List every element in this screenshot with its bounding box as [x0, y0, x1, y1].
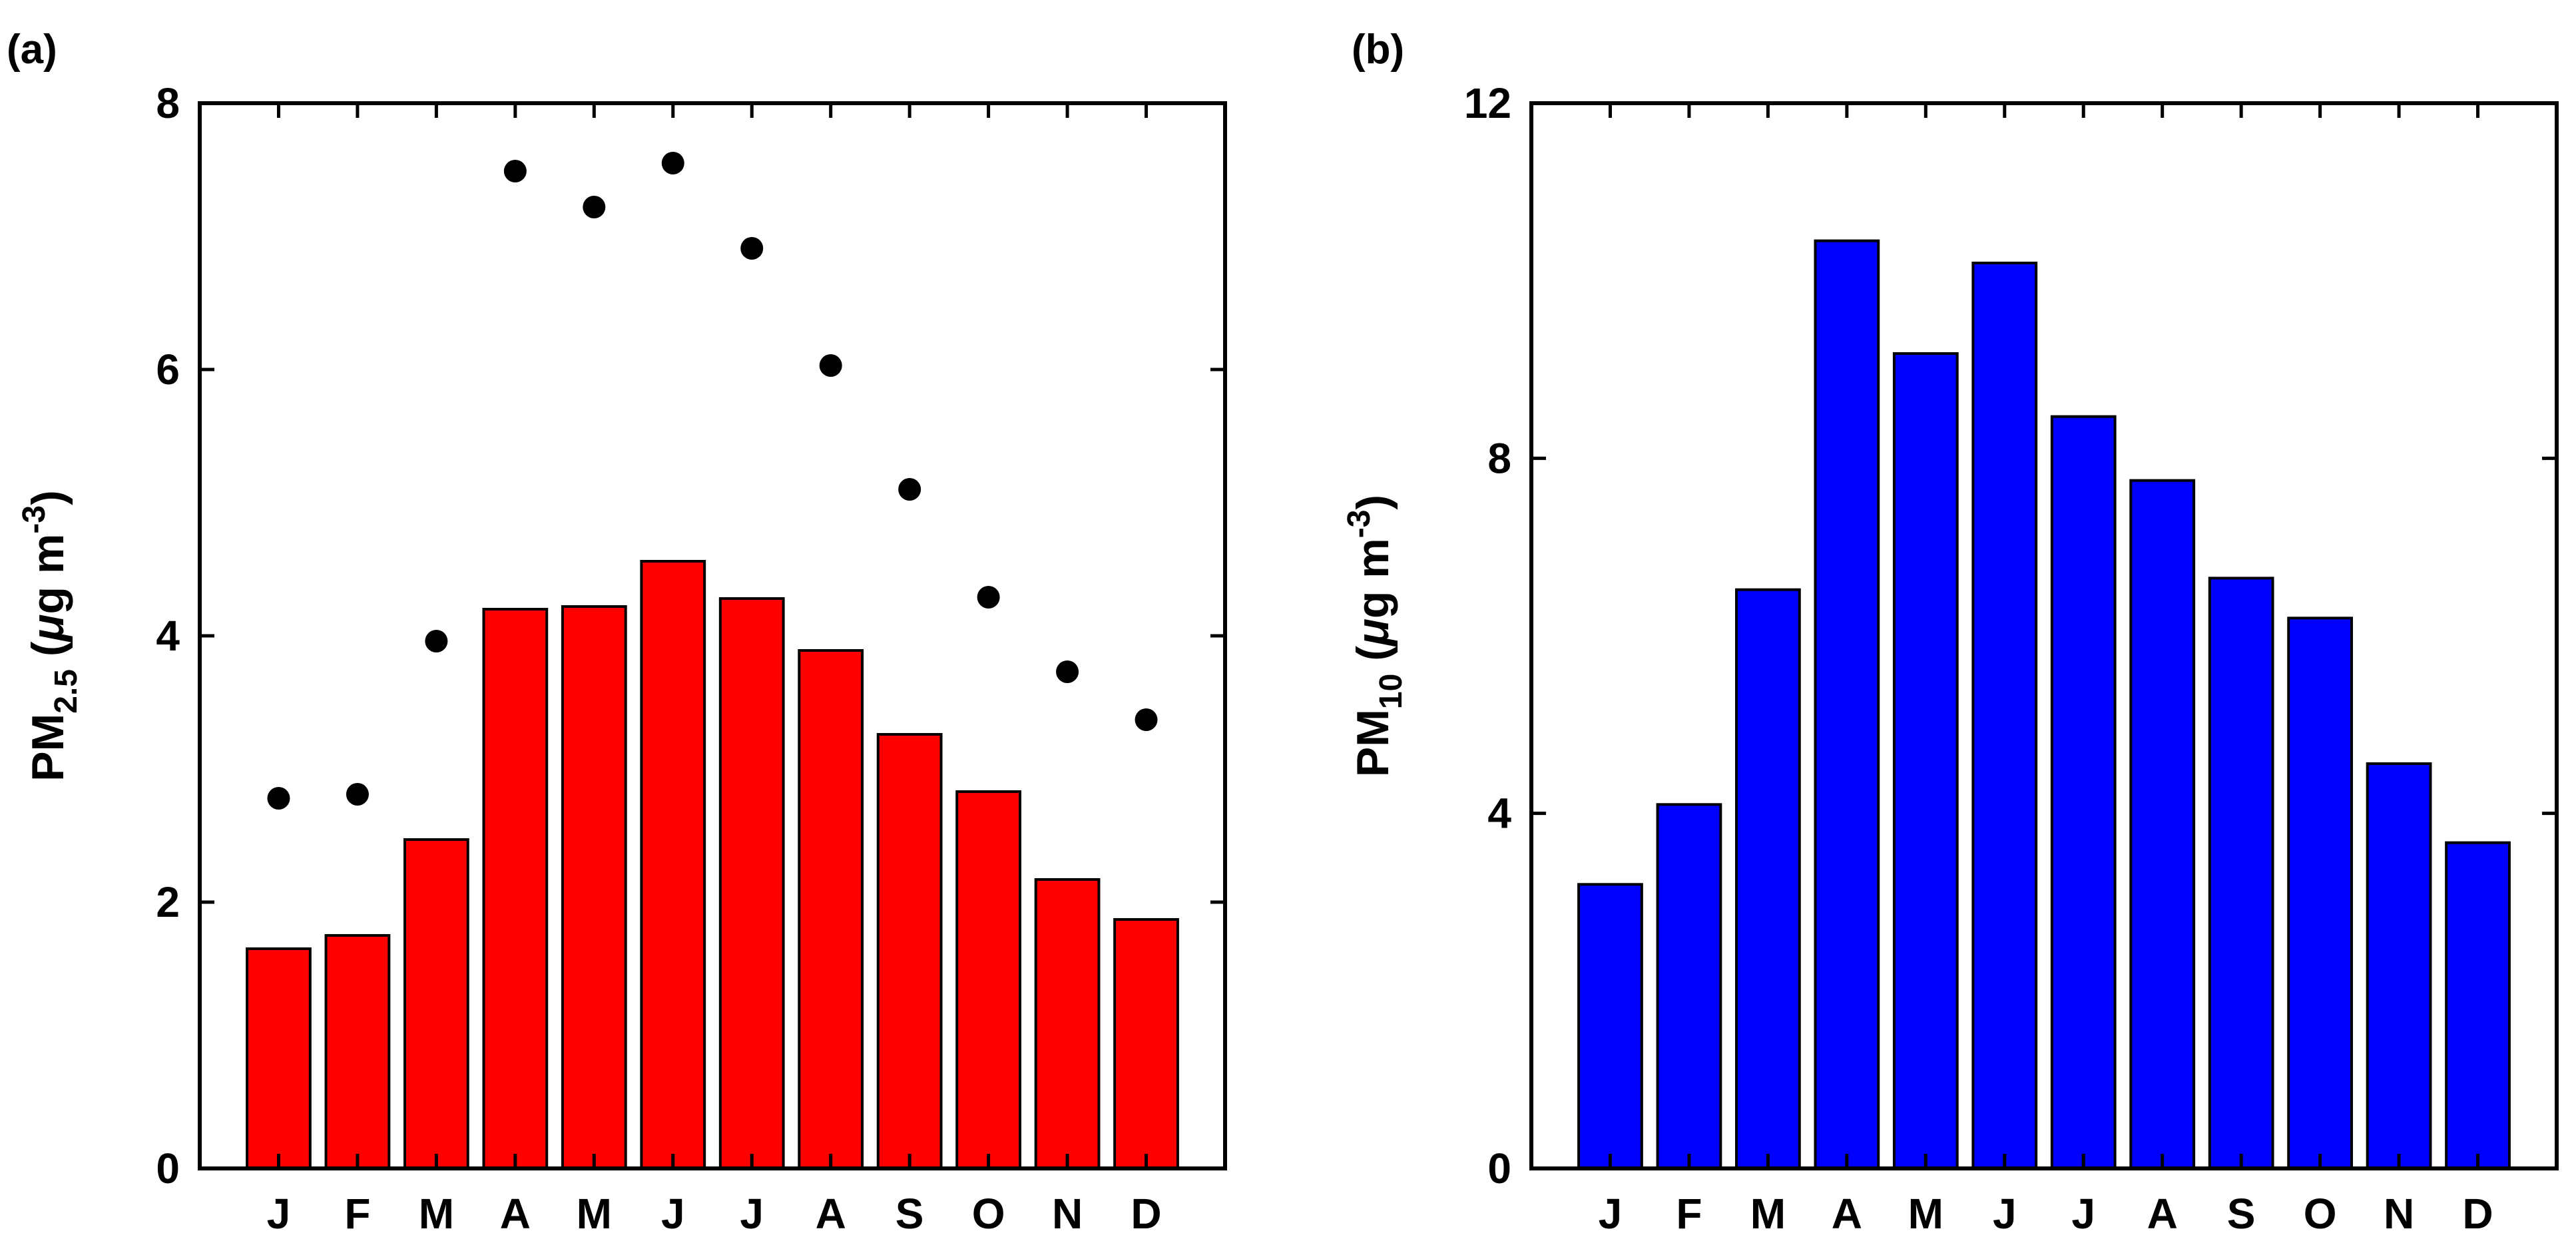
- bar-2: [403, 838, 469, 1170]
- y-tick-label: 8: [1487, 434, 1511, 482]
- point-7: [819, 354, 842, 377]
- x-tick-label: A: [500, 1190, 531, 1238]
- point-10: [1056, 660, 1079, 683]
- x-tick-label: D: [1131, 1190, 1161, 1238]
- x-tick-label: F: [1676, 1190, 1702, 1238]
- plot-frame: [1529, 101, 2559, 1170]
- bar-1: [1656, 803, 1722, 1170]
- y-tick-label: 0: [1487, 1144, 1511, 1192]
- x-tick-label: N: [1052, 1190, 1083, 1238]
- x-tick-label: M: [577, 1190, 612, 1238]
- panel-label: (b): [1352, 27, 1404, 73]
- bar-4: [561, 605, 627, 1170]
- x-tick-label: S: [896, 1190, 924, 1238]
- bar-8: [876, 733, 943, 1170]
- y-tick-label: 2: [156, 878, 180, 926]
- x-tick-label: D: [2462, 1190, 2493, 1238]
- point-6: [740, 237, 764, 260]
- bar-5: [1971, 262, 2038, 1170]
- point-5: [661, 152, 684, 174]
- point-4: [583, 196, 606, 218]
- y-tick-label: 4: [1487, 790, 1511, 838]
- x-tick-label: A: [1832, 1190, 1862, 1238]
- x-tick-label: M: [419, 1190, 454, 1238]
- bar-7: [2129, 479, 2196, 1170]
- y-axis-label: PM10 (μg m-3): [1342, 495, 1409, 777]
- point-1: [346, 783, 369, 806]
- bar-9: [2287, 617, 2353, 1170]
- point-9: [977, 586, 1000, 609]
- y-axis-label: PM2.5 (μg m-3): [17, 490, 84, 782]
- bar-6: [718, 597, 785, 1170]
- point-0: [267, 787, 290, 810]
- y-tick-label: 0: [156, 1144, 180, 1192]
- x-tick-label: O: [972, 1190, 1005, 1238]
- x-tick-label: S: [2227, 1190, 2256, 1238]
- x-tick-label: M: [1908, 1190, 1943, 1238]
- bar-4: [1892, 352, 1959, 1170]
- bar-2: [1735, 588, 1801, 1170]
- bar-6: [2050, 415, 2117, 1170]
- x-tick-label: O: [2304, 1190, 2337, 1238]
- y-tick-label: 6: [156, 346, 180, 393]
- point-3: [503, 160, 527, 182]
- bar-3: [482, 608, 549, 1170]
- bar-9: [955, 790, 1021, 1170]
- x-tick-label: M: [1750, 1190, 1786, 1238]
- x-tick-label: J: [661, 1190, 685, 1238]
- bar-10: [2366, 762, 2432, 1170]
- x-tick-label: J: [1599, 1190, 1623, 1238]
- bar-11: [2445, 841, 2511, 1170]
- x-tick-label: A: [816, 1190, 846, 1238]
- y-tick-label: 12: [1464, 79, 1511, 127]
- bar-3: [1814, 239, 1880, 1170]
- point-11: [1135, 708, 1158, 731]
- x-tick-label: J: [1993, 1190, 2017, 1238]
- y-tick-label: 8: [156, 79, 180, 127]
- x-tick-label: J: [267, 1190, 291, 1238]
- bar-8: [2208, 577, 2274, 1170]
- point-2: [425, 630, 448, 652]
- x-tick-label: F: [344, 1190, 370, 1238]
- panel-label: (a): [7, 27, 57, 73]
- bar-7: [798, 649, 864, 1170]
- x-tick-label: J: [2071, 1190, 2095, 1238]
- x-tick-label: N: [2384, 1190, 2414, 1238]
- bar-11: [1113, 918, 1179, 1170]
- bar-0: [246, 947, 312, 1170]
- bar-0: [1577, 883, 1643, 1170]
- bar-5: [640, 560, 706, 1170]
- point-8: [898, 478, 921, 501]
- bar-10: [1034, 878, 1101, 1170]
- x-tick-label: J: [740, 1190, 764, 1238]
- bar-1: [324, 934, 391, 1170]
- x-tick-label: A: [2147, 1190, 2178, 1238]
- y-tick-label: 4: [156, 612, 180, 660]
